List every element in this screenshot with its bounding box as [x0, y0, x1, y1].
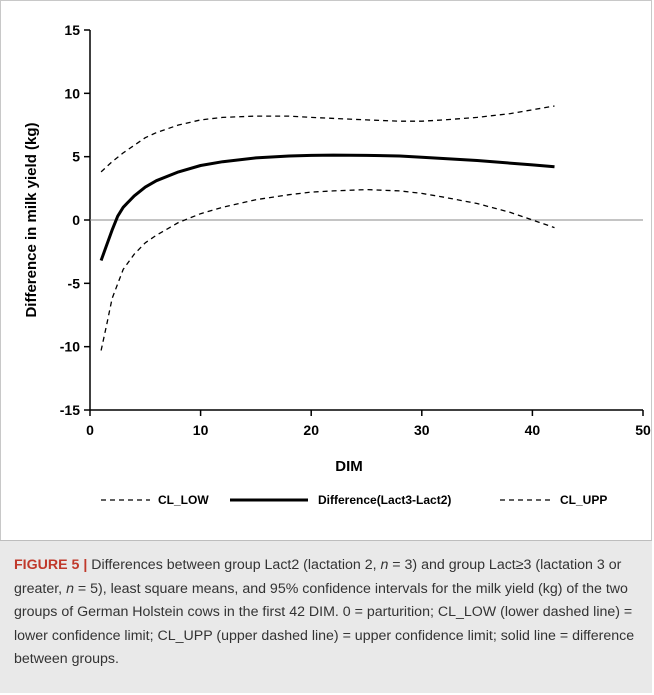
tick-labels: -15 -10 -5 0 5 10 15 0 10 20 30 40 50	[60, 22, 651, 438]
y-tick-label: 15	[64, 22, 80, 38]
series-line-2	[99, 153, 555, 262]
y-axis-label: Difference in milk yield (kg)	[23, 122, 40, 317]
x-tick-label: 30	[414, 422, 430, 438]
legend: CL_LOW Difference(Lact3-Lact2) CL_UPP	[101, 493, 607, 507]
y-tick-label: 5	[72, 149, 80, 165]
legend-label-2: Difference(Lact3-Lact2)	[318, 493, 451, 507]
caption-text-1: Differences between group Lact2 (lactati…	[87, 557, 381, 573]
axes	[84, 29, 644, 416]
x-axis-label: DIM	[335, 458, 363, 475]
x-tick-label: 20	[303, 422, 319, 438]
legend-label-3: CL_UPP	[560, 493, 607, 507]
caption-text-3: = 5), least square means, and 95% confid…	[14, 580, 635, 668]
legend-label-1: CL_LOW	[158, 493, 209, 507]
caption-text-2: = 3) and group Lact≥3 (lactation 3 or gr…	[14, 557, 622, 597]
y-tick-label: 0	[72, 212, 80, 228]
caption-label: FIGURE 5 |	[14, 557, 88, 573]
x-tick-label: 10	[193, 422, 209, 438]
y-tick-label: -5	[68, 275, 81, 291]
figure-caption: FIGURE 5 | Differences between group Lac…	[0, 540, 652, 693]
caption-n-symbol-1: n	[380, 557, 389, 573]
y-tick-label: -15	[60, 402, 80, 418]
y-tick-label: -10	[60, 339, 80, 355]
x-tick-label: 50	[635, 422, 651, 438]
caption-n-symbol-2: n	[66, 580, 74, 597]
series-lines	[99, 105, 555, 351]
x-tick-label: 0	[86, 422, 94, 438]
series-line-3	[100, 188, 555, 351]
line-chart: -15 -10 -5 0 5 10 15 0 10 20 30 40 50 DIM Difference…	[23, 22, 651, 507]
y-tick-label: 10	[64, 85, 80, 101]
x-tick-label: 40	[525, 422, 541, 438]
